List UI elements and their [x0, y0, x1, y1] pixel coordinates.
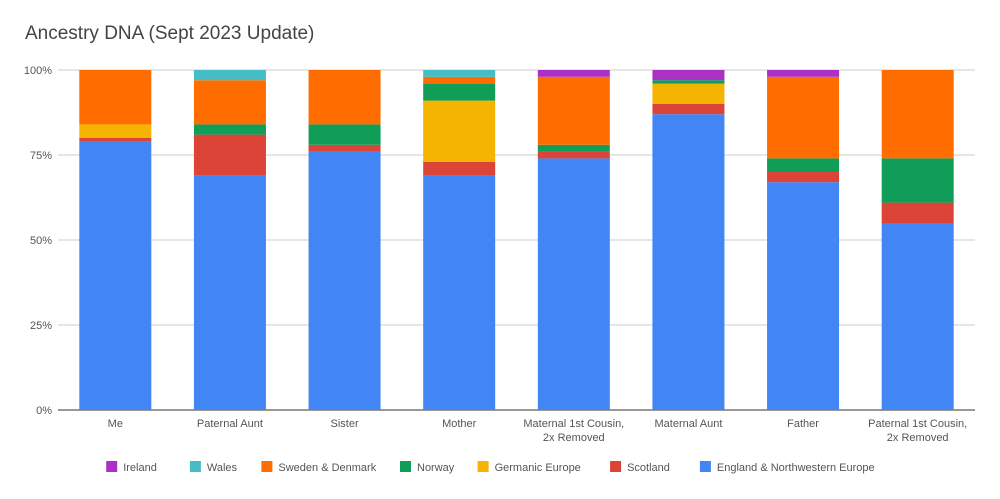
legend-label: Germanic Europe — [495, 462, 581, 474]
bar-segment-scotland — [423, 161, 496, 176]
y-axis-ticks: 0% 25% 50% 75% 100% — [24, 65, 52, 417]
bar-segment-scotland — [881, 202, 954, 223]
bar-segment-sweden-denmark — [423, 76, 496, 84]
bar-segment-norway — [767, 158, 840, 172]
bar-segment-norway — [308, 124, 381, 145]
bar-segment-wales — [423, 70, 496, 77]
legend-swatch — [699, 461, 711, 472]
legend-swatch — [477, 461, 489, 472]
bar-segment-scotland — [308, 144, 381, 152]
legend-swatch — [106, 461, 118, 472]
y-tick-label: 75% — [30, 150, 52, 162]
bar-segment-norway — [537, 144, 610, 152]
x-category-label: Paternal Aunt — [197, 418, 263, 430]
bar-segment-ireland — [652, 70, 725, 81]
x-category-label: Father — [787, 418, 819, 430]
legend-label: Ireland — [123, 462, 157, 474]
bar-segment-norway — [193, 124, 266, 135]
x-category-label: 2x Removed — [887, 432, 949, 444]
x-category-label: Maternal 1st Cousin, — [523, 418, 624, 430]
legend-label: Wales — [207, 462, 238, 474]
bar-segment-sweden-denmark — [308, 70, 381, 125]
bar-segment-ireland — [537, 70, 610, 77]
legend-item: Norway — [400, 461, 455, 474]
y-tick-label: 0% — [36, 405, 52, 417]
legend-item: Germanic Europe — [477, 461, 581, 474]
legend-swatch — [261, 461, 273, 472]
legend: Ireland Wales Sweden & Denmark Norway German… — [106, 461, 875, 474]
bar-segment-germanic-europe — [79, 124, 152, 138]
bar-segment-scotland — [767, 172, 840, 183]
bar-segment-scotland — [652, 104, 725, 115]
bar-segment-sweden-denmark — [881, 70, 954, 159]
bar-segment-england-northwestern-europe — [79, 141, 152, 410]
bar-segment-norway — [423, 83, 496, 101]
y-tick-label: 25% — [30, 320, 52, 332]
y-tick-label: 100% — [24, 65, 52, 77]
bar-segment-scotland — [193, 134, 266, 176]
bar-segment-sweden-denmark — [79, 70, 152, 125]
x-category-label: Mother — [442, 418, 477, 430]
bar-segment-england-northwestern-europe — [652, 114, 725, 410]
bar-segment-ireland — [767, 70, 840, 77]
legend-label: Norway — [417, 462, 455, 474]
legend-label: Scotland — [627, 462, 670, 474]
x-category-label: Paternal 1st Cousin, — [868, 418, 967, 430]
bar-segment-england-northwestern-europe — [881, 223, 954, 410]
x-axis-categories: Me Paternal Aunt Sister Mother Maternal 1st … — [108, 418, 968, 444]
chart-title: Ancestry DNA (Sept 2023 Update) — [25, 23, 315, 44]
x-category-label: Maternal Aunt — [655, 418, 723, 430]
x-category-label: Me — [108, 418, 123, 430]
legend-item: Wales — [189, 461, 238, 474]
bar-segment-norway — [881, 158, 954, 203]
legend-item: England & Northwestern Europe — [699, 461, 875, 474]
legend-label: England & Northwestern Europe — [717, 462, 875, 474]
bar-segment-england-northwestern-europe — [193, 175, 266, 410]
bar-segment-sweden-denmark — [193, 80, 266, 125]
legend-swatch — [400, 461, 411, 472]
x-category-label: 2x Removed — [543, 432, 605, 444]
legend-item: Scotland — [610, 461, 670, 474]
bar-segment-england-northwestern-europe — [308, 151, 381, 410]
bar-segment-sweden-denmark — [767, 76, 840, 159]
bar-segment-scotland — [79, 138, 152, 142]
bar-segment-england-northwestern-europe — [423, 175, 496, 410]
x-category-label: Sister — [331, 418, 359, 430]
bar-segment-germanic-europe — [652, 83, 725, 104]
bar-segment-england-northwestern-europe — [537, 158, 610, 410]
bars — [79, 70, 954, 410]
legend-item: Ireland — [106, 461, 157, 474]
bar-segment-scotland — [537, 151, 610, 159]
legend-swatch — [189, 461, 201, 472]
bar-segment-germanic-europe — [423, 100, 496, 162]
legend-label: Sweden & Denmark — [278, 462, 376, 474]
legend-item: Sweden & Denmark — [261, 461, 377, 474]
y-tick-label: 50% — [30, 235, 52, 247]
bar-segment-norway — [652, 80, 725, 84]
bar-segment-sweden-denmark — [537, 76, 610, 145]
bar-segment-england-northwestern-europe — [767, 182, 840, 410]
legend-swatch — [610, 461, 622, 472]
bar-segment-wales — [193, 70, 266, 81]
